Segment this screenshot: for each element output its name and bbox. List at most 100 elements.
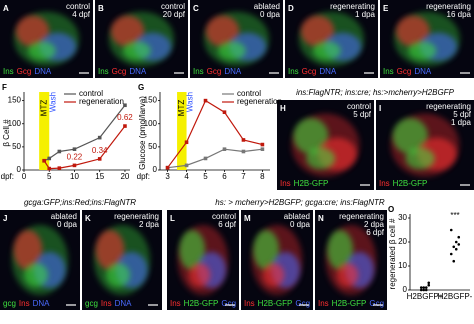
stain-legend: Ins Gcg DNA [98, 67, 147, 76]
panel-letter: G [138, 83, 144, 92]
data-point [422, 286, 426, 289]
data-point [457, 243, 461, 246]
stain-name: H2B-GFP [393, 179, 428, 188]
data-point [123, 124, 127, 128]
stain-name: Gcg [221, 299, 236, 308]
stain-name: DNA [414, 67, 432, 76]
stain-name: Gcg [369, 299, 384, 308]
condition-label: 0 dpa [260, 10, 281, 19]
data-point [97, 135, 102, 140]
condition-label: ablated [51, 212, 77, 221]
cell-cluster [205, 15, 240, 47]
x-tick-label: 20 [120, 172, 129, 181]
y-tick-label: 100 [144, 119, 158, 128]
condition-label: 5 dpf [453, 110, 472, 119]
panel-letter: E [383, 4, 389, 13]
panel-letter: K [85, 214, 91, 223]
stain-name: H2B-GFP [258, 299, 293, 308]
stain-name: DNA [319, 67, 337, 76]
stain-name: H2B-GFP [294, 179, 329, 188]
condition-label: control [347, 102, 371, 111]
cell-cluster [95, 230, 125, 270]
condition-label: 20 dpf [163, 10, 186, 19]
cell-cluster [293, 118, 329, 154]
data-point [184, 140, 189, 145]
x-tick-label: 5 [47, 172, 52, 181]
data-point [222, 110, 227, 114]
stain-legend: Ins H2B-GFP [379, 179, 427, 188]
legend-label: control [237, 89, 261, 98]
panel-letter: J [3, 214, 7, 223]
panel-letter: A [3, 4, 9, 13]
y-tick-label: 20 [398, 237, 407, 246]
cell-cluster [336, 263, 359, 287]
cell-cluster [395, 15, 430, 47]
condition-label: control [161, 2, 185, 11]
y-tick-label: 0 [17, 165, 22, 174]
stain-name: Ins [193, 67, 204, 76]
stain-name: Ins [244, 299, 255, 308]
y-axis-title: Glucose (pmol/larva) [138, 96, 147, 170]
y-tick-label: 0 [153, 165, 158, 174]
wash-label: Wash [186, 92, 195, 112]
condition-label: 1 dpa [451, 118, 472, 127]
data-point [123, 103, 127, 108]
condition-label: regenerating [426, 102, 471, 111]
x-tick-label: H2BGFP- [438, 292, 473, 301]
stain-name: Ins [288, 67, 299, 76]
stain-name: Ins [101, 299, 112, 308]
condition-label: 2 dpa [139, 220, 160, 229]
data-point [165, 165, 170, 170]
data-point [72, 147, 77, 151]
panel-letter: M [244, 214, 251, 223]
stain-legend: Ins H2B-GFP [280, 179, 328, 188]
y-tick-label: 50 [148, 142, 157, 151]
legend-label: regeneration [79, 97, 124, 106]
stain-legend: Ins Gcg DNA [288, 67, 337, 76]
condition-label: 6 dpf [366, 228, 385, 237]
data-point [203, 156, 208, 161]
data-point [241, 149, 246, 154]
condition-label: regenerating [114, 212, 159, 221]
ratio-annotation: 0.22 [67, 152, 83, 161]
condition-label: control [66, 2, 90, 11]
condition-label: regenerating [330, 2, 375, 11]
stain-name: Ins [3, 67, 14, 76]
cell-cluster [217, 41, 246, 61]
condition-label: 16 dpa [447, 10, 472, 19]
y-tick-label: 10 [398, 261, 407, 270]
data-point [449, 228, 453, 232]
cell-cluster [106, 263, 130, 287]
data-point [427, 283, 431, 287]
data-point [427, 281, 431, 285]
genotype-header: gcga:GFP;ins:Red;ins:FlagNTR [24, 198, 136, 207]
stain-name: Ins [383, 67, 394, 76]
treatment-band [177, 92, 187, 170]
cell-cluster [27, 41, 56, 61]
stain-name: Gcg [295, 299, 310, 308]
stain-name: Ins [280, 179, 291, 188]
cell-cluster [15, 15, 50, 47]
x-tick-label: 7 [241, 172, 246, 181]
stain-legend: Ins Gcg DNA [193, 67, 242, 76]
data-point [241, 138, 246, 142]
y-tick-label: 150 [8, 96, 22, 105]
data-point [422, 288, 426, 292]
genotype-header: ins:FlagNTR; ins:cre; hs:>mcherry>H2BGFP [296, 88, 454, 97]
wash-label: Wash [48, 92, 57, 112]
stain-name: Gcg [207, 67, 222, 76]
stain-name: Gcg [397, 67, 412, 76]
condition-label: regenerating [339, 212, 384, 221]
stain-name: H2B-GFP [332, 299, 367, 308]
data-point [454, 240, 458, 244]
x-tick-label: H2BGFP+ [407, 292, 444, 301]
data-point [260, 142, 265, 147]
stain-legend: gcg Ins DNA [85, 299, 132, 308]
stain-name: Ins [19, 299, 30, 308]
data-point [424, 286, 428, 289]
